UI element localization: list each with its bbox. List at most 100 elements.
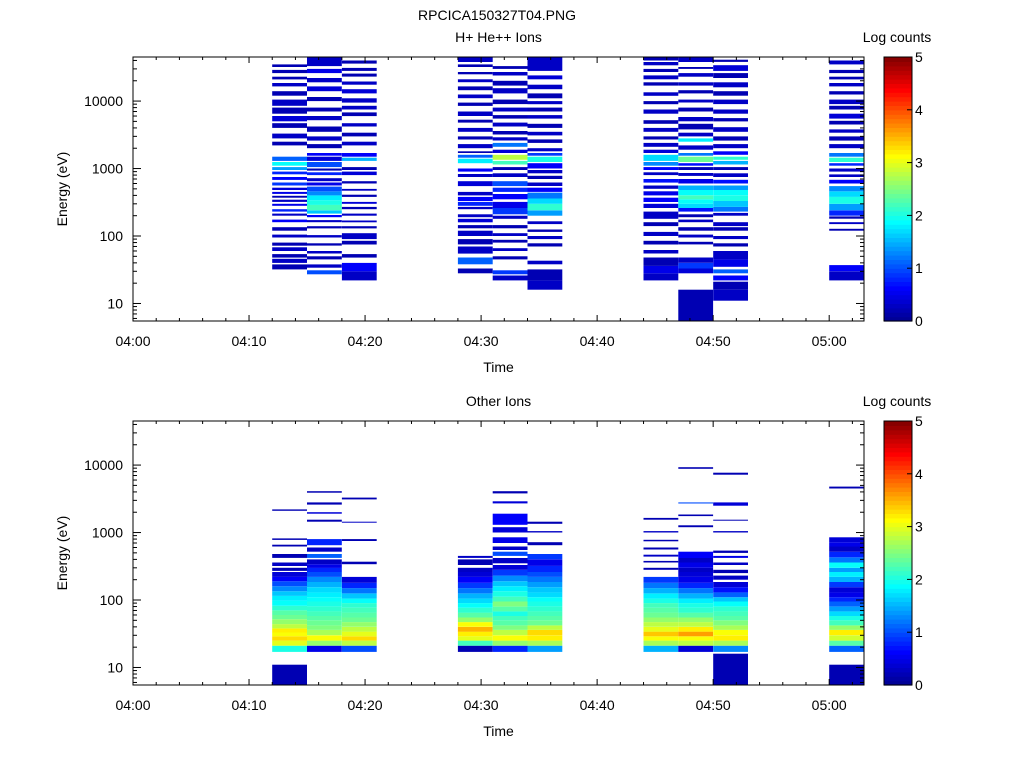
colorbar: 0 1 2 3 4 5 Log counts: [863, 393, 932, 693]
heatmap-cell: [829, 629, 864, 636]
heatmap-cell: [272, 591, 307, 596]
x-axis-label: Time: [483, 723, 514, 739]
heatmap-cell: [643, 68, 679, 72]
heatmap-cell: [643, 576, 679, 583]
heatmap-cell: [272, 227, 307, 231]
heatmap-cell: [457, 181, 493, 187]
heatmap-cell: [272, 199, 307, 202]
colorbar-swatch: [884, 566, 912, 572]
colorbar-swatch: [884, 307, 912, 313]
heatmap-cell: [829, 606, 864, 612]
heatmap-cell: [643, 582, 679, 589]
heatmap-cell: [307, 136, 342, 141]
heatmap-cell: [341, 631, 377, 637]
heatmap-cell: [492, 107, 528, 112]
x-tick-label: 04:20: [348, 697, 383, 713]
heatmap-cell: [341, 626, 377, 632]
heatmap-cell: [492, 611, 528, 616]
heatmap-cell: [341, 612, 377, 618]
heatmap-cell: [307, 572, 342, 577]
heatmap-cell: [678, 617, 714, 623]
heatmap-cell: [457, 168, 493, 172]
heatmap-cell: [341, 167, 377, 170]
heatmap-cell: [307, 191, 342, 196]
heatmap-cell: [341, 603, 377, 608]
heatmap-cell: [527, 198, 563, 204]
heatmap-cell: [457, 57, 493, 62]
heatmap-cell: [678, 214, 714, 218]
heatmap-cell: [713, 251, 748, 260]
colorbar-swatch: [884, 83, 912, 89]
colorbar-swatch: [884, 632, 912, 638]
heatmap-cell: [678, 289, 714, 321]
colorbar-swatch: [884, 109, 912, 115]
colorbar-swatch: [884, 460, 912, 466]
heatmap-cell: [643, 179, 679, 183]
heatmap-cell: [829, 191, 864, 197]
heatmap-cell: [678, 173, 714, 176]
heatmap-cell: [829, 557, 864, 563]
x-tick-label: 04:50: [696, 333, 731, 349]
colorbar: 0 1 2 3 4 5 Log counts: [863, 29, 932, 329]
colorbar-swatch: [884, 597, 912, 602]
heatmap-cell: [713, 236, 748, 240]
heatmap-cell: [829, 645, 864, 652]
heatmap-cell: [457, 582, 493, 589]
colorbar-frame: [883, 420, 913, 686]
heatmap-cell: [341, 89, 377, 94]
heatmap-cell: [492, 187, 528, 192]
heatmap-cell: [272, 91, 307, 96]
colorbar-tick-label: 3: [915, 155, 923, 171]
heatmap-cell: [527, 170, 563, 174]
heatmap-cell: [527, 139, 563, 143]
heatmap-cell: [272, 209, 307, 212]
x-tick-label: 05:00: [812, 697, 847, 713]
heatmap-cell: [713, 472, 748, 475]
heatmap-cell: [492, 616, 528, 621]
heatmap-cell: [527, 175, 563, 179]
colorbar-swatch: [884, 575, 912, 580]
heatmap-cell: [713, 629, 748, 636]
heatmap-cell: [829, 592, 864, 598]
colorbar-swatch: [884, 140, 912, 146]
heatmap-cell: [492, 596, 528, 602]
heatmap-cell: [341, 123, 377, 127]
heatmap-cell: [527, 597, 563, 602]
y-tick-label: 10000: [84, 93, 123, 109]
heatmap-cell: [307, 629, 342, 636]
heatmap-cell: [829, 91, 864, 95]
colorbar-swatch: [884, 206, 912, 212]
heatmap-cell: [272, 187, 307, 190]
colorbar-swatch: [884, 224, 912, 230]
colorbar-swatch: [884, 447, 912, 453]
heatmap-cell: [457, 588, 493, 594]
colorbar-swatch: [884, 290, 912, 296]
heatmap-cell: [307, 625, 342, 630]
heatmap-cell: [307, 256, 342, 260]
colorbar-swatch: [884, 434, 912, 440]
heatmap-cell: [492, 591, 528, 597]
heatmap-cell: [492, 137, 528, 141]
heatmap-cell: [643, 607, 679, 613]
heatmap-cell: [457, 612, 493, 618]
heatmap-cell: [457, 158, 493, 164]
heatmap-cell: [829, 144, 864, 149]
heatmap-cell: [492, 629, 528, 636]
x-tick-label: 04:10: [232, 697, 267, 713]
heatmap-cell: [307, 172, 342, 176]
heatmap-cell: [678, 132, 714, 137]
heatmap-cell: [457, 144, 493, 149]
y-axis-label: Energy (eV): [54, 152, 70, 227]
colorbar-swatch: [884, 228, 912, 234]
heatmap-cell: [829, 222, 864, 225]
heatmap-cell: [713, 206, 748, 212]
heatmap-cell: [678, 576, 714, 583]
heatmap-cell: [713, 222, 748, 227]
heatmap-cell: [457, 645, 493, 652]
colorbar-swatch: [884, 495, 912, 501]
heatmap-cell: [713, 82, 748, 88]
heatmap-cell: [643, 167, 679, 170]
heatmap-cell: [341, 220, 377, 223]
heatmap-cell: [713, 562, 748, 565]
heatmap-cell: [527, 542, 563, 546]
